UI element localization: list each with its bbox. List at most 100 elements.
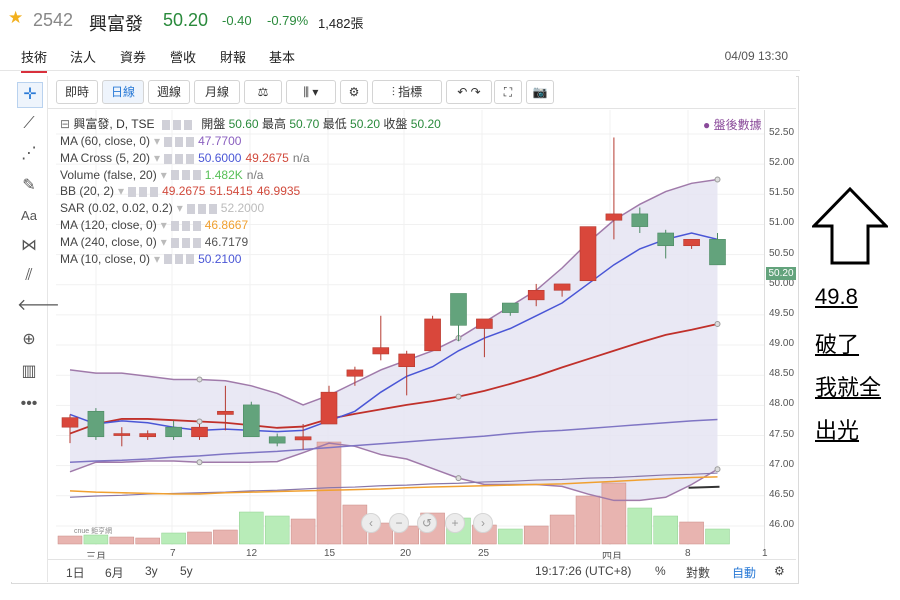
indicator-menu-icon[interactable]: ▾: [160, 234, 167, 249]
indicator-row[interactable]: Volume (false, 20) ▾ 1.482K n/a: [60, 168, 267, 184]
candlestick: [476, 318, 493, 329]
volume-bar: [264, 515, 290, 545]
settings-gear-icon[interactable]: ⚙: [340, 80, 368, 104]
price-change-pct: -0.79%: [267, 13, 309, 28]
tab-institutional[interactable]: 法人: [70, 50, 97, 65]
pattern-icon[interactable]: ⋈: [21, 237, 37, 254]
indicators-icon: ⫶: [391, 85, 399, 99]
low-label: 最低: [322, 117, 347, 131]
camera-icon[interactable]: 📷: [526, 80, 554, 104]
intraday-button[interactable]: 即時: [56, 80, 98, 104]
legend-controls-icon[interactable]: [161, 119, 192, 130]
indicator-row[interactable]: MA (60, close, 0) ▾ 47.7700: [60, 134, 245, 150]
prediction-icon[interactable]: ⫽: [25, 267, 33, 284]
daily-button[interactable]: 日線: [102, 80, 144, 104]
indicator-controls-icon[interactable]: [170, 220, 201, 231]
reset-icon[interactable]: ↺: [417, 513, 437, 533]
indicator-menu-icon[interactable]: ▾: [160, 167, 167, 182]
high-label: 最高: [261, 117, 286, 131]
user-annotation: 49.8 破了 我就全 出光: [808, 186, 898, 446]
crosshair-icon[interactable]: ✛: [17, 82, 43, 108]
nav-tabs: 技術 法人 資券 營收 財報 基本 04/09 13:30: [0, 40, 800, 73]
tab-basic[interactable]: 基本: [269, 50, 296, 65]
indicator-menu-icon[interactable]: ▾: [154, 134, 161, 148]
range-6m-button[interactable]: 6月: [105, 566, 124, 580]
indicator-row[interactable]: MA (10, close, 0) ▾ 50.2100: [60, 252, 245, 268]
candlestick: [268, 436, 286, 444]
indicator-menu-icon[interactable]: ▾: [154, 251, 161, 266]
indicator-controls-icon[interactable]: [164, 136, 195, 147]
price-axis[interactable]: 52.50 52.00 51.50 51.00 50.50 50.00 49.50 49.00…: [764, 110, 797, 550]
candlestick: [139, 433, 156, 438]
tab-technical[interactable]: 技術: [21, 47, 48, 73]
trend-line-icon[interactable]: ⟋: [23, 115, 35, 132]
bottom-settings-icon[interactable]: ⚙: [774, 564, 785, 578]
candlestick: [631, 213, 649, 227]
monthly-button[interactable]: 月線: [194, 80, 240, 104]
range-3y-button[interactable]: 3y: [145, 564, 158, 578]
auto-toggle[interactable]: 自動: [732, 566, 757, 580]
indicator-label: MA (120, close, 0): [60, 218, 157, 232]
range-1d-button[interactable]: 1日: [66, 566, 85, 580]
indicator-row[interactable]: MA (240, close, 0) ▾ 46.7179: [60, 235, 252, 251]
tab-financials[interactable]: 財報: [220, 50, 247, 65]
range-5y-button[interactable]: 5y: [180, 564, 193, 578]
indicator-controls-icon[interactable]: [170, 237, 201, 248]
indicator-controls-icon[interactable]: [164, 254, 195, 265]
price-tick-label: 52.50: [769, 127, 795, 138]
log-toggle[interactable]: 對數: [686, 566, 711, 580]
zoom-in-small-icon[interactable]: +: [445, 513, 465, 533]
zoom-in-icon[interactable]: ⊕: [22, 331, 36, 348]
zoom-out-icon[interactable]: −: [389, 513, 409, 533]
tab-margin[interactable]: 資券: [120, 50, 147, 65]
low-value: 50.20: [350, 117, 381, 131]
stock-code: 2542: [33, 10, 74, 30]
indicator-controls-icon[interactable]: [186, 204, 217, 215]
indicator-menu-icon[interactable]: ▾: [160, 218, 167, 232]
drawing-toolbar: ✛ ⟋ ⋰ ✎ Aa ⋈ ⫽ 🡐 ⊕ ▥ •••: [11, 76, 60, 582]
indicator-menu-icon[interactable]: ▾: [154, 150, 161, 165]
indicator-row[interactable]: MA (120, close, 0) ▾ 46.8667: [60, 218, 252, 234]
collapse-icon[interactable]: ⊟: [60, 117, 71, 131]
indicator-controls-icon[interactable]: [170, 170, 201, 181]
indicator-controls-icon[interactable]: [128, 187, 159, 198]
chart-style-icon[interactable]: ⫼ ▾: [286, 80, 336, 104]
quote-datetime: 04/09 13:30: [724, 49, 788, 63]
time-tick-label: 20: [400, 548, 412, 559]
volume-bar: [575, 495, 601, 545]
indicator-row[interactable]: SAR (0.02, 0.02, 0.2) ▾ 52.2000: [60, 201, 268, 217]
scroll-left-icon[interactable]: ‹: [361, 513, 381, 533]
indicator-value: 50.2100: [198, 251, 242, 266]
time-tick-label: 12: [246, 548, 258, 559]
indicator-menu-icon[interactable]: ▾: [176, 201, 183, 216]
percent-toggle[interactable]: %: [655, 564, 666, 578]
measure-icon[interactable]: ▥: [21, 363, 37, 380]
clock-label: 19:17:26 (UTC+8): [535, 564, 632, 578]
indicator-menu-icon[interactable]: ▾: [118, 184, 125, 199]
time-axis[interactable]: 三月 7 12 15 20 25 四月 8 1: [58, 544, 768, 563]
compare-scale-icon[interactable]: ⚖: [244, 80, 282, 104]
sar-mark: [688, 485, 720, 489]
symbol-label: 興富發, D, TSE: [73, 117, 155, 131]
weekly-button[interactable]: 週線: [148, 80, 190, 104]
scroll-right-icon[interactable]: ›: [473, 513, 493, 533]
undo-redo-icon[interactable]: ↶ ↷: [446, 80, 492, 104]
indicator-row[interactable]: BB (20, 2) ▾ 49.2675 51.5415 46.9935: [60, 184, 304, 200]
bb-marker: [714, 466, 721, 473]
volume-bar: [498, 528, 523, 545]
candlestick: [320, 391, 338, 425]
indicator-controls-icon[interactable]: [164, 153, 195, 164]
brush-icon[interactable]: ✎: [22, 177, 36, 194]
fullscreen-icon[interactable]: ⛶: [494, 80, 522, 104]
indicator-row[interactable]: MA Cross (5, 20) ▾ 50.6000 49.2675 n/a: [60, 151, 314, 167]
fib-lines-icon[interactable]: ⋰: [21, 145, 37, 162]
indicators-button[interactable]: ⫶ 指標: [372, 80, 442, 104]
back-arrow-icon[interactable]: 🡐: [17, 297, 60, 314]
text-tool-icon[interactable]: Aa: [21, 208, 37, 223]
time-tick-label: 8: [685, 548, 691, 559]
tab-revenue[interactable]: 營收: [170, 50, 197, 65]
more-icon[interactable]: •••: [20, 395, 38, 412]
after-hours-link[interactable]: ● 盤後數據: [703, 118, 762, 132]
favorite-star-icon[interactable]: ★: [8, 8, 24, 27]
